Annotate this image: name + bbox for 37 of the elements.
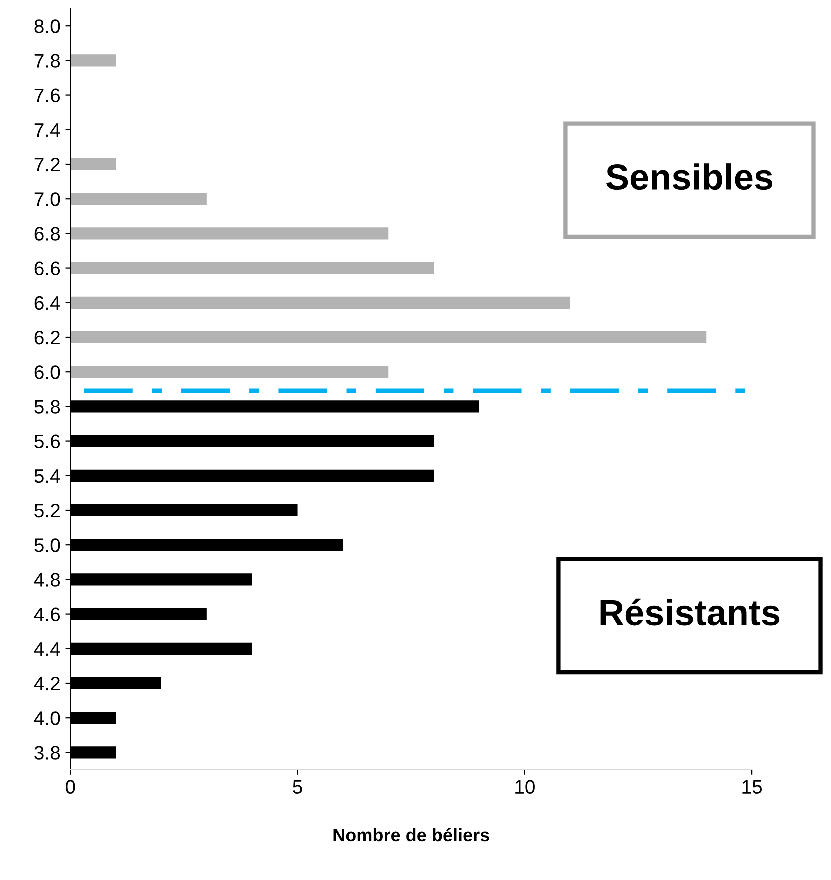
x-tick-label: 5 xyxy=(293,780,302,794)
y-tick-label: 7.6 xyxy=(34,88,60,103)
y-tick-label: 5.8 xyxy=(34,400,60,414)
y-tick-label: 5.2 xyxy=(34,504,60,518)
annotation: Sensibles xyxy=(606,164,773,190)
y-tick-label: 5.0 xyxy=(34,538,60,552)
annotation: Résistants xyxy=(600,598,780,626)
y-tick-label: 4.4 xyxy=(34,642,60,656)
y-tick-label: 6.2 xyxy=(34,330,60,345)
y-tick-label: 4.2 xyxy=(34,676,60,691)
y-tick-label: 6.6 xyxy=(34,262,60,276)
y-tick-label: 7.2 xyxy=(34,158,60,172)
y-tick-label: 5.6 xyxy=(34,434,60,449)
bar xyxy=(70,296,570,309)
bar xyxy=(70,262,434,274)
y-tick-label: 4.0 xyxy=(34,712,60,726)
x-axis-title: Nombre de béliers xyxy=(334,828,490,842)
bar xyxy=(70,54,116,67)
y-tick-label: 7.0 xyxy=(34,192,60,206)
x-tick-label: 10 xyxy=(516,780,535,794)
x-tick-label: 0 xyxy=(66,780,76,794)
y-tick-label: 7.4 xyxy=(34,124,60,137)
y-tick-label: 4.8 xyxy=(34,573,60,587)
y-tick-label: 7.8 xyxy=(34,54,60,68)
bar xyxy=(70,193,207,206)
y-tick-label: 6.4 xyxy=(34,296,60,310)
bar xyxy=(70,366,389,378)
y-tick-label: 3.8 xyxy=(34,746,60,760)
x-tick-label: 15 xyxy=(742,780,762,794)
bar xyxy=(70,228,389,240)
y-tick-label: 8.0 xyxy=(34,20,60,34)
bar xyxy=(70,158,116,171)
y-tick-label: 6.8 xyxy=(34,227,60,241)
bar xyxy=(70,331,707,344)
y-tick-label: 6.0 xyxy=(34,366,60,380)
y-tick-label: 5.4 xyxy=(34,470,60,484)
y-tick-label: 4.6 xyxy=(34,608,60,622)
